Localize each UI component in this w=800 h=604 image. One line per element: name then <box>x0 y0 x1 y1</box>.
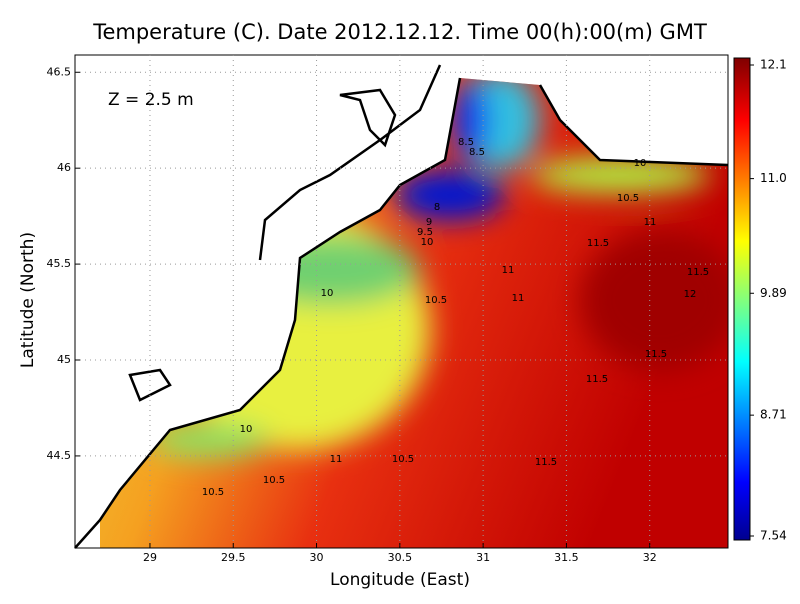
contour-label: 10.5 <box>617 193 639 204</box>
coastline-detail <box>128 64 442 402</box>
contour-label: 9 <box>426 217 432 228</box>
y-tick-label: 46.5 <box>47 65 72 78</box>
contour-label: 8.5 <box>469 147 485 158</box>
y-axis-label: Latitude (North) <box>18 232 38 368</box>
contour-label: 11 <box>644 217 657 228</box>
y-tick-label: 46 <box>57 161 71 174</box>
contour-label: 10 <box>321 288 334 299</box>
contour-label: 11.5 <box>687 267 709 278</box>
contour-label: 10 <box>634 158 647 169</box>
plot-frame <box>74 54 729 549</box>
contour-label: 11 <box>330 454 343 465</box>
contour-label: 11.5 <box>645 349 667 360</box>
colorbar-tick-label: 9.89 <box>760 286 787 300</box>
contour-label: 11 <box>502 265 515 276</box>
y-tick-label: 44.5 <box>47 449 72 462</box>
contour-label: 10 <box>240 424 253 435</box>
x-tick-label: 30 <box>310 551 324 564</box>
y-tick-label: 45.5 <box>47 257 72 270</box>
colorbar-tick-label: 8.71 <box>760 408 787 422</box>
contour-label: 8.5 <box>458 137 474 148</box>
x-axis-label: Longitude (East) <box>330 570 470 590</box>
x-tick-label: 32 <box>643 551 657 564</box>
colorbar-tick-label: 12.1 <box>760 58 787 72</box>
contour-label: 11 <box>512 293 525 304</box>
colorbar-tick-label: 11.0 <box>760 171 787 185</box>
x-tick-label: 29.5 <box>221 551 246 564</box>
contour-label: 11.5 <box>535 457 557 468</box>
contour-label: 10.5 <box>392 454 414 465</box>
temperature-field <box>75 78 728 548</box>
contour-label: 8 <box>434 202 440 213</box>
contour-label: 12 <box>684 289 697 300</box>
contour-label: 11.5 <box>586 374 608 385</box>
contour-label: 10 <box>421 237 434 248</box>
colorbar <box>733 57 751 541</box>
x-tick-label: 30.5 <box>388 551 413 564</box>
contour-label: 10.5 <box>263 475 285 486</box>
x-tick-label: 31.5 <box>554 551 579 564</box>
contour-label: 10.5 <box>202 487 224 498</box>
title: Temperature (C). Date 2012.12.12. Time 0… <box>92 20 707 44</box>
contour-label: 11.5 <box>587 238 609 249</box>
x-tick-label: 31 <box>476 551 490 564</box>
x-tick-label: 29 <box>143 551 157 564</box>
contour-label: 9.5 <box>417 227 433 238</box>
colorbar-tick-label: 7.54 <box>760 529 787 543</box>
depth-label: Z = 2.5 m <box>108 90 194 110</box>
contour-label: 10.5 <box>425 295 447 306</box>
y-tick-label: 45 <box>57 353 71 366</box>
